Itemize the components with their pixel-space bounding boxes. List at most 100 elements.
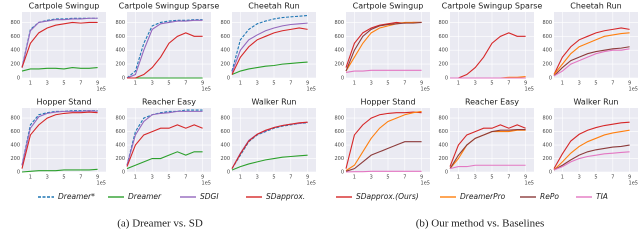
series-line: [553, 129, 630, 171]
y-tick-label: 200: [334, 156, 344, 162]
x-tick-label: 3: [578, 175, 581, 181]
y-tick-label: 400: [542, 143, 552, 149]
series-line: [126, 151, 203, 170]
series-line: [231, 27, 308, 75]
y-tick-label: 800: [542, 20, 552, 26]
series-line: [126, 19, 203, 79]
series-line: [345, 69, 422, 73]
x-tick-label: 9: [306, 81, 309, 87]
caption: (a) Dreamer vs. SD: [117, 218, 203, 230]
chart-title: Hopper Stand: [36, 98, 91, 107]
y-tick-label: 600: [220, 129, 230, 135]
chart-title: Walker Run: [574, 98, 619, 107]
y-tick-label: 0: [227, 76, 230, 82]
series-line: [450, 32, 526, 79]
y-tick-label: 800: [438, 20, 448, 26]
series-line: [345, 111, 422, 169]
y-tick-label: 200: [10, 62, 20, 68]
y-tick-label: 800: [334, 116, 344, 122]
y-tick-label: 200: [220, 156, 230, 162]
y-tick-label: 200: [542, 156, 552, 162]
x-tick-label: 3: [474, 175, 477, 181]
x-offset-label: 1e5: [525, 87, 534, 93]
x-tick-label: 7: [611, 175, 614, 181]
y-tick-label: 0: [549, 76, 552, 82]
y-tick-label: 800: [220, 116, 230, 122]
x-tick-label: 9: [420, 175, 423, 181]
series-line: [345, 141, 422, 172]
chart-title: Reacher Easy: [142, 98, 196, 107]
y-tick-label: 600: [334, 129, 344, 135]
y-tick-label: 200: [438, 62, 448, 68]
x-offset-label: 1e5: [97, 87, 106, 93]
y-tick-label: 0: [122, 76, 125, 82]
x-tick-label: 3: [578, 81, 581, 87]
series-line: [345, 110, 422, 172]
y-tick-label: 800: [542, 116, 552, 122]
chart-title: Cheetah Run: [248, 2, 300, 11]
series-line: [345, 21, 422, 72]
x-tick-label: 5: [167, 175, 170, 181]
series-line: [553, 46, 630, 77]
series-line: [553, 48, 630, 77]
legend-label: SDapprox.: [266, 192, 305, 201]
series-line: [231, 14, 308, 72]
series-line: [231, 121, 308, 169]
series-line: [126, 109, 203, 166]
x-tick-label: 3: [474, 81, 477, 87]
y-tick-label: 600: [10, 34, 20, 40]
y-tick-label: 0: [227, 170, 230, 176]
x-tick-label: 9: [524, 81, 527, 87]
y-tick-label: 800: [220, 20, 230, 26]
x-tick-label: 9: [420, 81, 423, 87]
x-tick-label: 7: [79, 175, 82, 181]
x-tick-label: 5: [594, 175, 597, 181]
x-offset-label: 1e5: [629, 181, 638, 187]
y-tick-label: 800: [10, 116, 20, 122]
y-tick-label: 400: [438, 48, 448, 54]
series-line: [21, 168, 98, 173]
x-tick-label: 5: [272, 81, 275, 87]
x-tick-label: 3: [370, 81, 373, 87]
y-tick-label: 600: [334, 34, 344, 40]
chart-title: Cartpole Swingup Sparse: [442, 2, 543, 11]
x-tick-label: 7: [507, 81, 510, 87]
x-tick-label: 5: [62, 175, 65, 181]
series-line: [231, 61, 308, 76]
series-line: [553, 32, 630, 75]
series-line: [21, 17, 98, 68]
legend-label: SDapprox.(Ours): [356, 192, 419, 201]
y-tick-label: 200: [115, 62, 125, 68]
chart-title: Walker Run: [252, 98, 297, 107]
x-tick-label: 1: [561, 175, 564, 181]
y-tick-label: 600: [438, 34, 448, 40]
x-tick-label: 1: [457, 175, 460, 181]
chart-title: Reacher Easy: [465, 98, 519, 107]
x-offset-label: 1e5: [307, 87, 316, 93]
series-line: [553, 144, 630, 171]
x-offset-label: 1e5: [202, 181, 211, 187]
y-tick-label: 400: [10, 143, 20, 149]
chart-title: Cartpole Swingup: [353, 2, 424, 11]
y-tick-label: 0: [341, 170, 344, 176]
x-tick-label: 9: [96, 81, 99, 87]
chart-title: Cartpole Swingup Sparse: [119, 2, 220, 11]
series-line: [345, 21, 422, 72]
x-tick-label: 5: [62, 81, 65, 87]
x-tick-label: 5: [490, 175, 493, 181]
x-tick-label: 1: [239, 175, 242, 181]
series-line: [21, 21, 98, 68]
x-tick-label: 1: [457, 81, 460, 87]
chart-title: Cheetah Run: [570, 2, 622, 11]
legend-label: SDGI: [200, 192, 219, 201]
x-tick-label: 9: [524, 175, 527, 181]
y-tick-label: 200: [334, 62, 344, 68]
series-line: [126, 19, 203, 79]
y-tick-label: 200: [115, 156, 125, 162]
y-tick-label: 800: [115, 116, 125, 122]
series-line: [231, 154, 308, 171]
x-tick-label: 1: [29, 81, 32, 87]
y-tick-label: 400: [438, 143, 448, 149]
series-line: [21, 67, 98, 72]
x-tick-label: 5: [386, 175, 389, 181]
